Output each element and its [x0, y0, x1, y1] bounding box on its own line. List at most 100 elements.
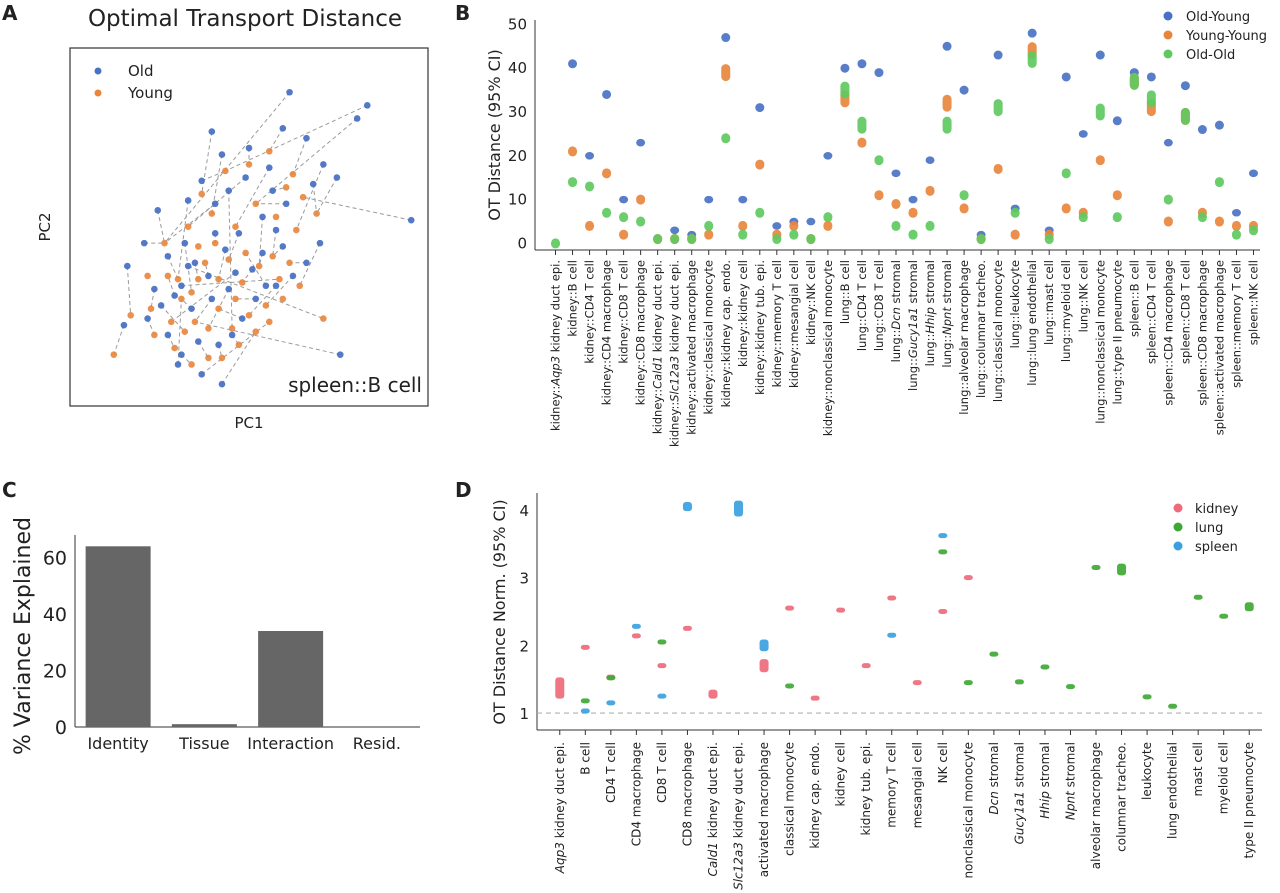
x-tick-label: nonclassical monocyte — [961, 742, 975, 879]
series-0-mark — [1231, 208, 1241, 217]
y-tick-label: 4 — [519, 502, 529, 520]
y-tick-label: 50 — [508, 15, 527, 33]
label-part: spleen::CD4 T cell — [1144, 260, 1158, 364]
panel-label-b: B — [455, 1, 470, 25]
point-young — [127, 311, 134, 319]
series-1-mark — [1112, 190, 1122, 201]
x-tick-label: kidney::classical monocyte — [702, 260, 716, 414]
pair-line — [235, 167, 270, 227]
x-tick-label: spleen::B cell — [1127, 260, 1141, 337]
series-0-mark — [721, 33, 731, 43]
x-tick-label: kidney tub. epi. — [859, 742, 873, 836]
point-young — [195, 275, 202, 283]
label-part: Dcn — [889, 307, 903, 329]
x-tick-label: spleen::memory T cell — [1229, 260, 1243, 388]
point-old — [228, 331, 236, 339]
pair-line — [164, 91, 290, 244]
series-2-mark — [1112, 212, 1122, 223]
label-part: Slc12a3 — [668, 356, 682, 402]
series-2-mark — [687, 234, 697, 245]
pair-line — [295, 164, 324, 231]
series-spleen-mark — [887, 632, 897, 638]
series-0-mark — [993, 50, 1003, 60]
x-tick-label: spleen::CD4 T cell — [1144, 260, 1158, 364]
x-tick-label: kidney cell — [834, 742, 848, 806]
series-0-mark — [636, 138, 646, 147]
point-young — [245, 161, 253, 168]
point-old — [205, 272, 212, 280]
point-young — [265, 147, 273, 155]
x-tick-label: Resid. — [353, 734, 401, 753]
series-2-mark — [857, 116, 867, 134]
label-part: kidney::nonclassical monocyte — [821, 260, 835, 436]
label-part: kidney duct epi. — [732, 742, 746, 842]
label-part: memory T cell — [885, 742, 899, 828]
series-0-mark — [738, 195, 748, 204]
series-2-mark — [1078, 212, 1088, 223]
x-tick-label: lung::type II pneumocyte — [1110, 260, 1124, 405]
series-1-mark — [738, 220, 748, 231]
series-2-mark — [789, 229, 799, 240]
series-kidney-mark — [963, 575, 973, 581]
legend-label: Young-Young — [1185, 29, 1267, 44]
legend-old-label: Old — [128, 62, 154, 80]
x-tick-label: CD8 macrophage — [680, 742, 694, 846]
point-old — [144, 315, 151, 322]
series-lung-mark — [1142, 694, 1152, 700]
label-part: kidney::memory T cell — [770, 260, 784, 387]
point-old — [198, 371, 205, 378]
label-part: spleen::CD8 T cell — [1178, 260, 1192, 364]
point-old — [211, 229, 219, 237]
point-old — [124, 262, 131, 270]
y-tick-label: 0 — [55, 717, 67, 739]
pair-line — [312, 184, 318, 214]
point-old — [208, 128, 216, 135]
label-part: kidney duct epi. — [706, 742, 720, 842]
point-old — [225, 187, 233, 194]
series-1-mark — [925, 185, 935, 196]
series-2-mark — [1214, 177, 1224, 188]
point-young — [184, 223, 192, 231]
series-2-mark — [1180, 107, 1190, 125]
series-2-mark — [585, 181, 595, 192]
label-part: Npnt — [1063, 790, 1077, 820]
series-1-mark — [568, 146, 578, 157]
series-1-mark — [908, 207, 918, 218]
label-part: Aqp3 — [553, 842, 567, 874]
point-young — [205, 325, 212, 332]
point-old — [164, 331, 172, 339]
series-spleen-mark — [682, 502, 692, 512]
panel-label-d: D — [455, 478, 472, 502]
label-part: kidney::activated macrophage — [685, 260, 699, 435]
label-part: myeloid cell — [1217, 742, 1231, 814]
series-0-mark — [1061, 72, 1071, 82]
x-tick-label: kidney::CD4 macrophage — [600, 260, 614, 405]
series-0-mark — [891, 169, 901, 178]
bar — [85, 546, 151, 727]
label-part: lung::B cell — [838, 260, 852, 324]
point-young — [245, 311, 253, 319]
x-tick-label: kidney::B cell — [566, 260, 580, 337]
series-2-mark — [1061, 168, 1071, 179]
series-kidney-mark — [631, 633, 641, 639]
series-0-mark — [1248, 169, 1258, 178]
x-axis-label: PC1 — [234, 414, 263, 432]
pair-line — [167, 275, 176, 296]
series-0-mark — [925, 156, 935, 164]
point-old — [181, 239, 189, 247]
panel-a-ot-scatter: Optimal Transport Distance Old Young spleen… — [36, 6, 429, 432]
label-part: stromal — [1038, 742, 1052, 791]
y-tick-label: 40 — [508, 59, 527, 77]
x-tick-label: kidney::kidney tub. epi. — [753, 260, 767, 395]
point-old — [140, 239, 148, 247]
label-part: kidney::kidney tub. epi. — [753, 260, 767, 395]
series-1-mark — [585, 220, 595, 231]
point-young — [289, 170, 297, 178]
point-old — [333, 174, 341, 181]
legend-marker — [1163, 11, 1173, 21]
series-1-mark — [721, 64, 731, 82]
x-tick-label: CD4 T cell — [604, 742, 618, 803]
y-tick-label: 60 — [43, 548, 67, 570]
series-2-mark — [1010, 207, 1020, 218]
point-old — [198, 177, 205, 185]
